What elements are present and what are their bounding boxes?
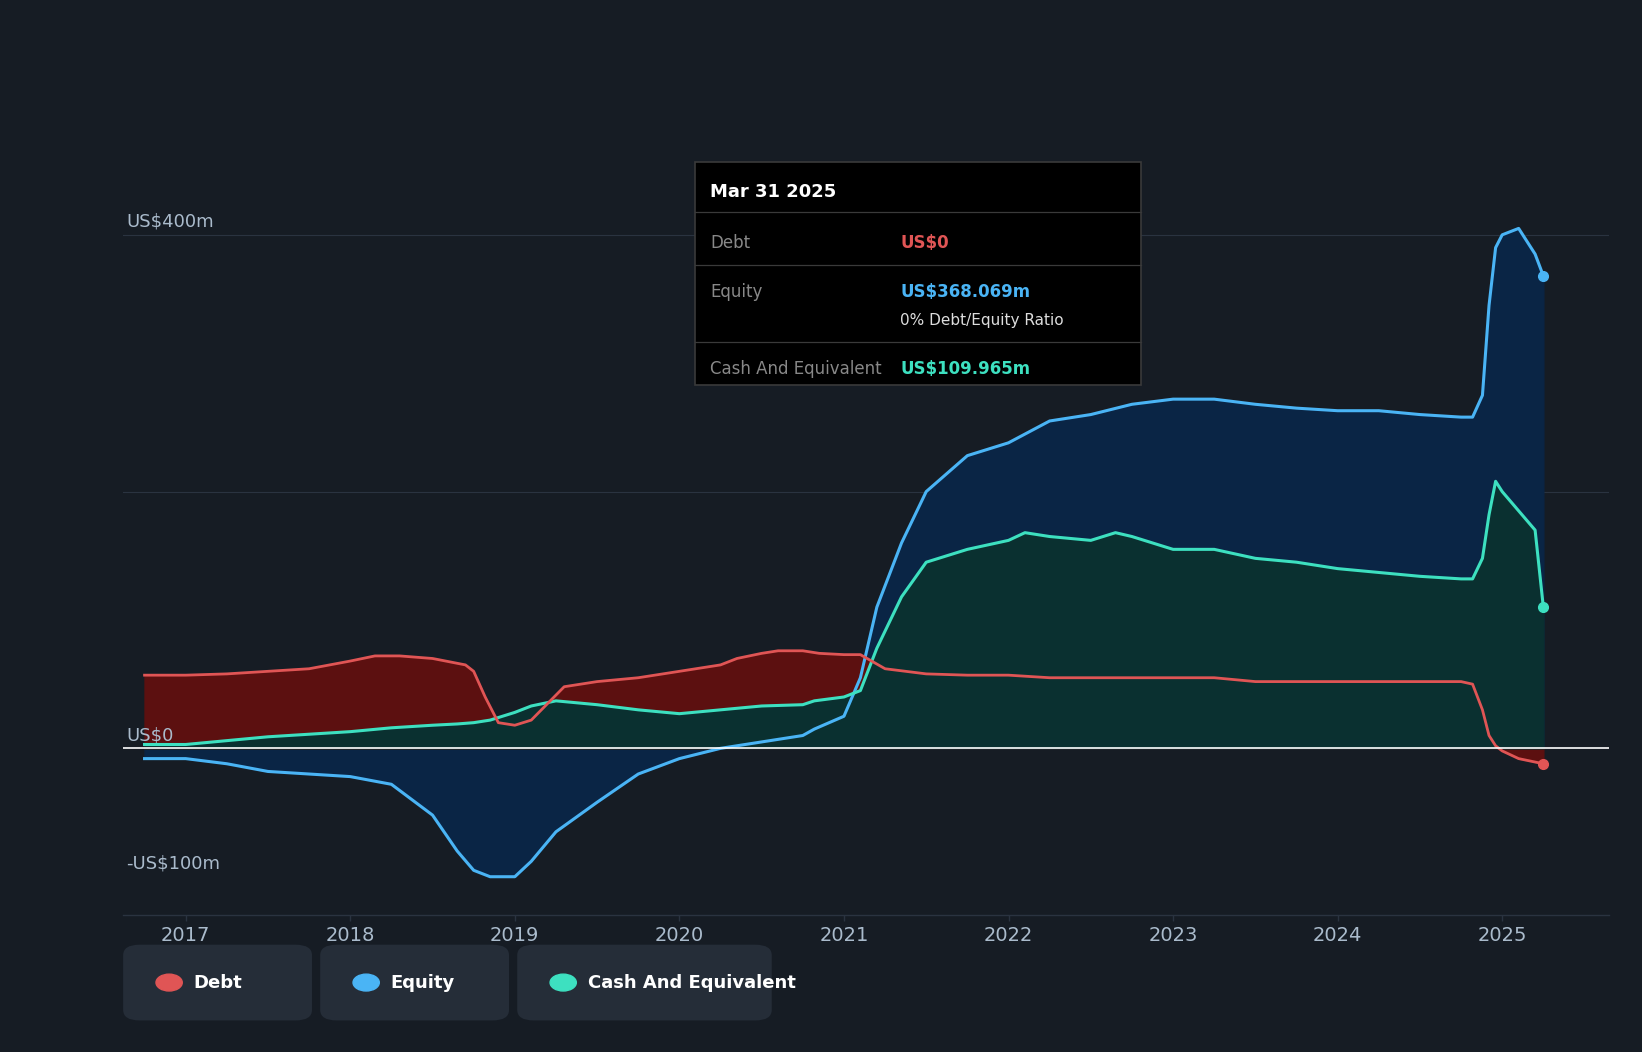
Text: US$368.069m: US$368.069m — [900, 283, 1031, 301]
Text: Debt: Debt — [194, 973, 243, 992]
Text: Equity: Equity — [391, 973, 455, 992]
Text: -US$100m: -US$100m — [126, 855, 220, 873]
Text: Equity: Equity — [709, 283, 762, 301]
Text: Mar 31 2025: Mar 31 2025 — [709, 183, 836, 201]
Text: US$0: US$0 — [900, 234, 949, 251]
Text: Debt: Debt — [709, 234, 750, 251]
Text: US$0: US$0 — [126, 727, 174, 745]
FancyBboxPatch shape — [695, 162, 1141, 385]
Text: US$109.965m: US$109.965m — [900, 360, 1031, 378]
Text: Cash And Equivalent: Cash And Equivalent — [588, 973, 796, 992]
Text: Cash And Equivalent: Cash And Equivalent — [709, 360, 882, 378]
Text: US$400m: US$400m — [126, 213, 213, 231]
Text: 0% Debt/Equity Ratio: 0% Debt/Equity Ratio — [900, 312, 1064, 327]
